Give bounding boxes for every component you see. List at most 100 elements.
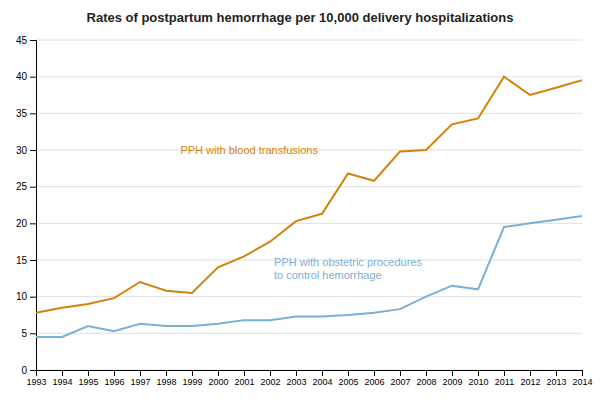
x-tick-label: 2002	[260, 377, 280, 387]
x-tick-label: 2004	[312, 377, 332, 387]
y-tick: 20	[16, 218, 36, 229]
x-tick: 2003	[286, 370, 306, 387]
y-tick-label: 10	[16, 291, 28, 302]
chart: Rates of postpartum hemorrhage per 10,00…	[0, 0, 600, 400]
y-tick: 40	[16, 71, 36, 82]
x-tick-label: 2003	[286, 377, 306, 387]
x-tick: 2001	[234, 370, 254, 387]
y-tick: 0	[21, 365, 36, 376]
grid-line	[36, 186, 582, 187]
x-tick-mark	[88, 370, 89, 376]
y-axis-line	[30, 41, 37, 371]
x-tick-label: 2000	[208, 377, 228, 387]
x-tick-label: 1999	[182, 377, 202, 387]
y-tick-label: 35	[16, 108, 28, 119]
grid-line	[36, 333, 582, 334]
series-label-line: PPH with obstetric procedures	[274, 256, 422, 268]
x-tick-mark	[504, 370, 505, 376]
x-tick-label: 2006	[364, 377, 384, 387]
y-tick: 25	[16, 181, 36, 192]
y-tick-mark	[30, 260, 36, 261]
x-tick: 2008	[416, 370, 436, 387]
x-tick: 1995	[78, 370, 98, 387]
x-tick: 1999	[182, 370, 202, 387]
series-label: PPH with obstetric proceduresto control …	[274, 256, 422, 281]
x-tick-label: 2010	[468, 377, 488, 387]
y-tick-label: 40	[16, 71, 28, 82]
x-tick: 2010	[468, 370, 488, 387]
x-tick-label: 1996	[104, 377, 124, 387]
x-tick: 2009	[442, 370, 462, 387]
y-tick-label: 0	[21, 365, 27, 376]
y-tick-label: 30	[16, 145, 28, 156]
series-line	[36, 77, 582, 313]
x-tick-label: 2008	[416, 377, 436, 387]
x-tick: 1993	[26, 370, 46, 387]
x-tick: 1996	[104, 370, 124, 387]
y-tick-label: 20	[16, 218, 28, 229]
x-tick: 1997	[130, 370, 150, 387]
x-tick-mark	[322, 370, 323, 376]
x-tick-mark	[452, 370, 453, 376]
x-tick: 2006	[364, 370, 384, 387]
x-tick-mark	[218, 370, 219, 376]
series-label: PPH with blood transfusions	[180, 144, 318, 156]
x-tick-mark	[62, 370, 63, 376]
x-tick-label: 2001	[234, 377, 254, 387]
y-tick-label: 25	[16, 181, 28, 192]
y-tick-label: 45	[16, 35, 28, 46]
x-tick: 2007	[390, 370, 410, 387]
series-label-line: PPH with blood transfusions	[180, 144, 318, 156]
x-tick: 2011	[495, 370, 514, 387]
x-tick-label: 1998	[156, 377, 176, 387]
x-tick-label: 2011	[495, 377, 514, 387]
y-tick-mark	[30, 113, 36, 114]
x-tick: 2013	[546, 370, 566, 387]
y-axis: 0 5 10 15 20 25 30 35 40 45	[16, 35, 37, 376]
x-tick: 1994	[52, 370, 72, 387]
y-tick: 35	[16, 108, 36, 119]
y-tick-mark	[30, 333, 36, 334]
y-tick-label: 15	[16, 255, 28, 266]
x-tick: 1998	[156, 370, 176, 387]
y-tick-mark	[30, 77, 36, 78]
y-tick: 15	[16, 255, 36, 266]
x-tick-mark	[530, 370, 531, 376]
x-tick-label: 2009	[442, 377, 462, 387]
x-axis: 1993 1994 1995 1996 1997 1998 1999 2000 2001 2002…	[26, 370, 592, 387]
x-tick-mark	[374, 370, 375, 376]
x-tick-label: 2012	[520, 377, 540, 387]
lines	[36, 77, 582, 337]
y-tick-label: 5	[21, 328, 27, 339]
y-tick: 10	[16, 291, 36, 302]
y-tick-mark	[30, 297, 36, 298]
grid-line	[36, 40, 582, 41]
y-tick: 5	[21, 328, 36, 339]
x-tick-mark	[166, 370, 167, 376]
y-tick: 30	[16, 145, 36, 156]
x-tick-mark	[192, 370, 193, 376]
x-tick-label: 2013	[546, 377, 566, 387]
x-tick-mark	[400, 370, 401, 376]
title: Rates of postpartum hemorrhage per 10,00…	[87, 10, 514, 25]
x-tick: 2004	[312, 370, 332, 387]
grid-line	[36, 223, 582, 224]
plot: 1993199419951996199719981999200020012002…	[16, 35, 593, 388]
y-tick-mark	[30, 150, 36, 151]
x-tick-mark	[270, 370, 271, 376]
grid-line	[36, 113, 582, 114]
series-line	[36, 216, 582, 337]
x-tick-mark	[114, 370, 115, 376]
x-tick-label: 1997	[130, 377, 150, 387]
x-tick-mark	[426, 370, 427, 376]
x-tick-label: 2005	[338, 377, 358, 387]
grid	[36, 40, 582, 370]
y-tick-mark	[30, 223, 36, 224]
x-tick-mark	[582, 370, 583, 376]
y-tick-mark	[30, 40, 36, 41]
x-tick: 2012	[520, 370, 540, 387]
x-tick-mark	[244, 370, 245, 376]
x-tick: 2002	[260, 370, 280, 387]
x-tick-mark	[296, 370, 297, 376]
x-tick-label: 1994	[52, 377, 72, 387]
